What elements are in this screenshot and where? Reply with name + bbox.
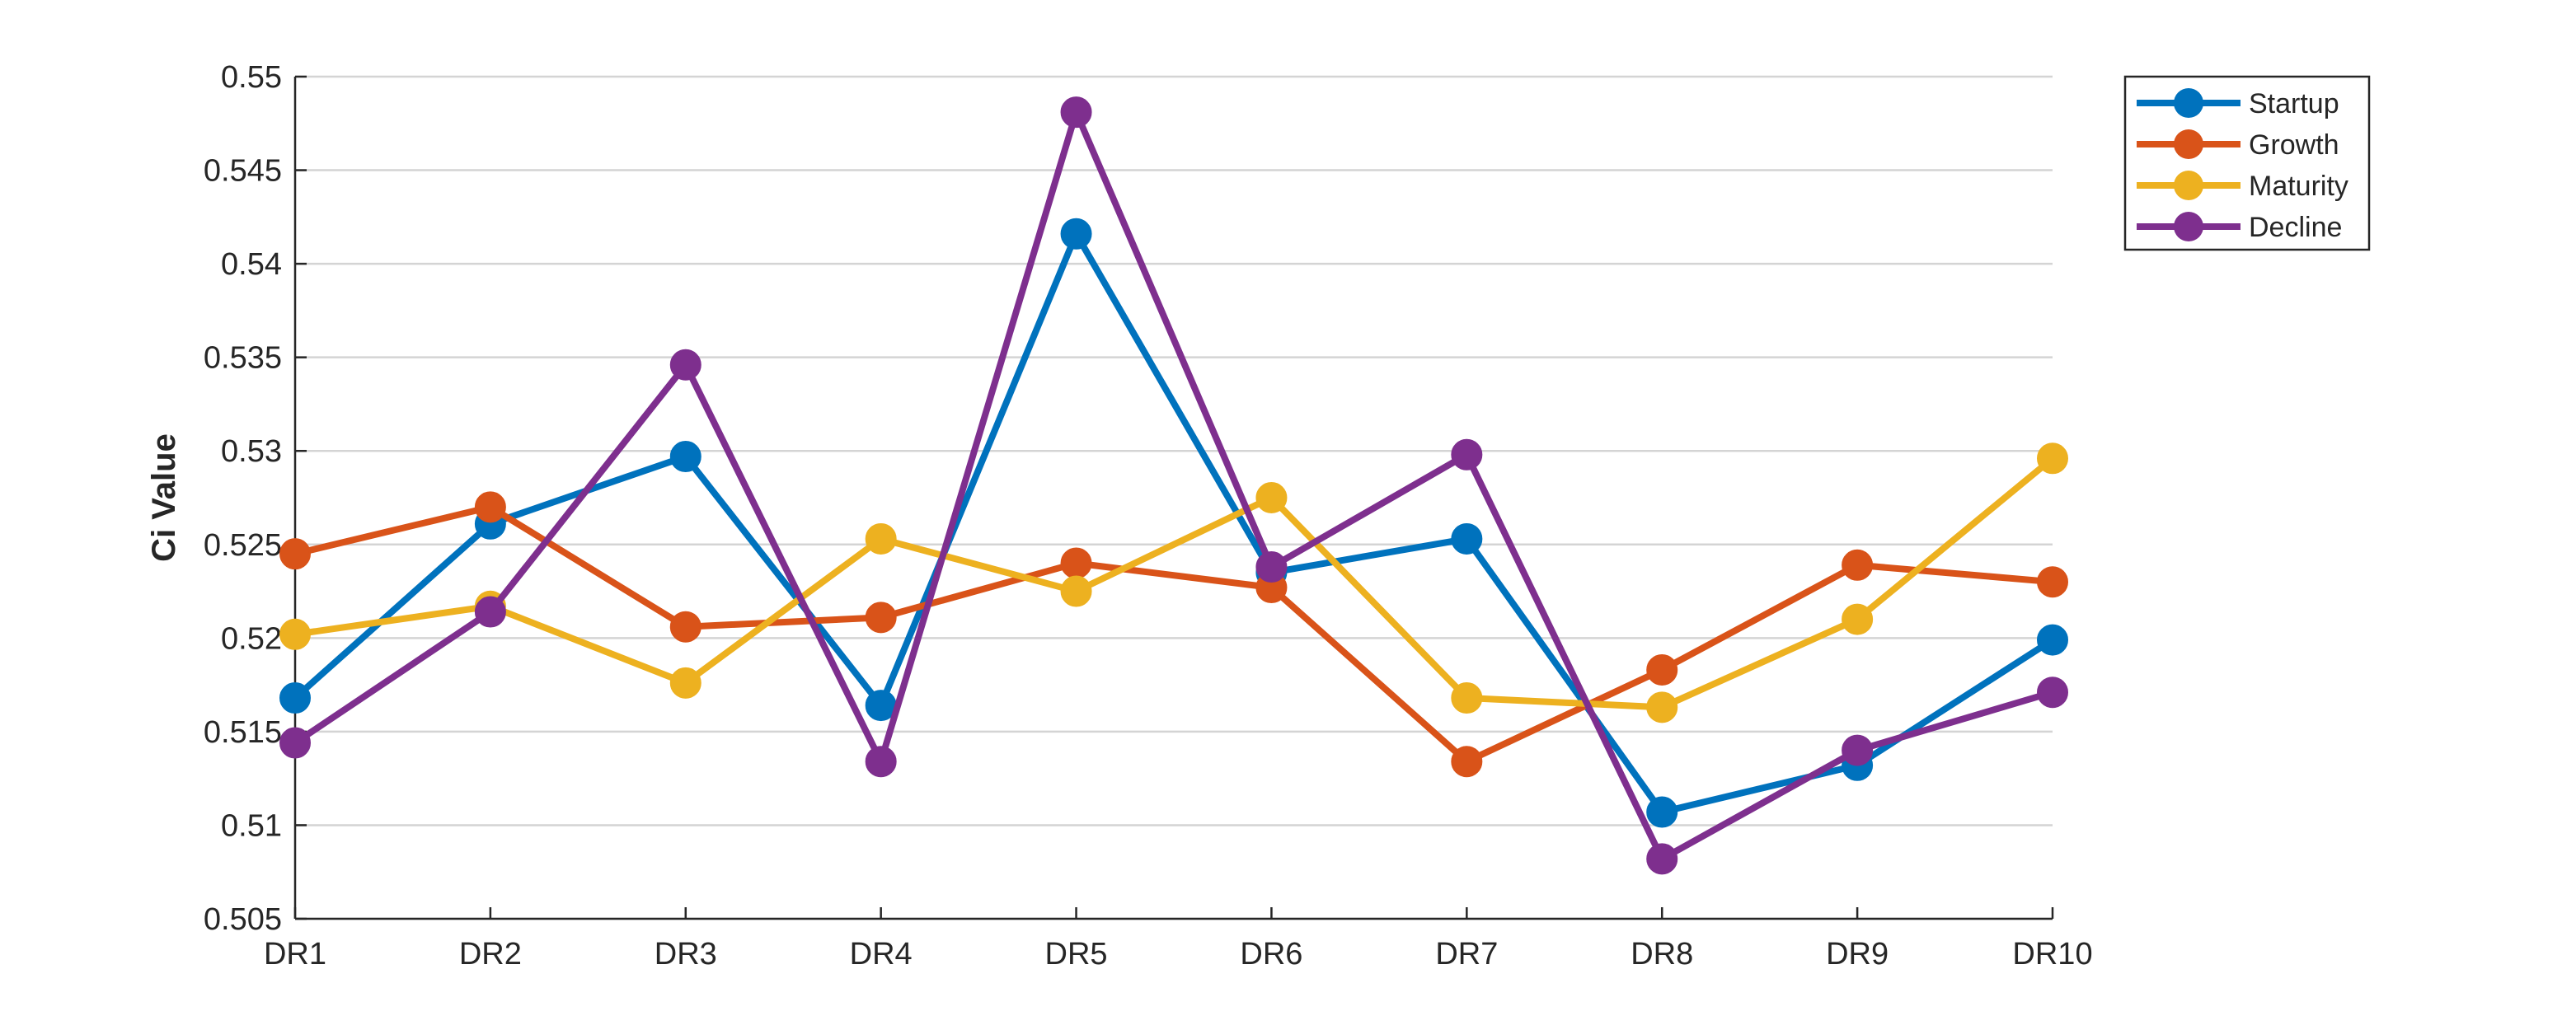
- point-decline-dr7: [1452, 440, 1481, 470]
- point-growth-dr7: [1452, 747, 1481, 776]
- legend-marker-startup: [2174, 88, 2203, 118]
- point-growth-dr3: [671, 612, 701, 642]
- point-decline-dr2: [476, 597, 505, 627]
- point-maturity-dr4: [866, 524, 896, 554]
- point-decline-dr9: [1842, 736, 1872, 765]
- point-maturity-dr9: [1842, 605, 1872, 634]
- legend-label-decline: Decline: [2249, 212, 2342, 243]
- point-decline-dr3: [671, 350, 701, 380]
- x-tick-label-dr2: DR2: [459, 937, 522, 971]
- point-startup-dr5: [1062, 219, 1091, 249]
- y-tick-label-5: 0.53: [221, 434, 282, 469]
- x-tick-label-dr10: DR10: [2012, 937, 2092, 971]
- y-tick-label-8: 0.545: [204, 154, 282, 189]
- point-growth-dr5: [1062, 548, 1091, 578]
- point-maturity-dr7: [1452, 683, 1481, 713]
- point-startup-dr7: [1452, 524, 1481, 554]
- point-growth-dr4: [866, 602, 896, 632]
- point-decline-dr1: [280, 728, 310, 758]
- y-tick-label-7: 0.54: [221, 247, 282, 282]
- x-tick-label-dr5: DR5: [1045, 937, 1108, 971]
- legend-marker-growth: [2174, 129, 2203, 159]
- point-growth-dr2: [476, 492, 505, 522]
- point-maturity-dr8: [1647, 692, 1677, 722]
- point-growth-dr1: [280, 539, 310, 569]
- point-growth-dr9: [1842, 550, 1872, 580]
- point-maturity-dr5: [1062, 577, 1091, 606]
- point-maturity-dr6: [1256, 483, 1286, 513]
- y-tick-label-3: 0.52: [221, 621, 282, 656]
- legend-marker-maturity: [2174, 171, 2203, 200]
- x-tick-label-dr9: DR9: [1826, 937, 1889, 971]
- point-growth-dr10: [2038, 567, 2067, 597]
- x-tick-label-dr4: DR4: [850, 937, 913, 971]
- x-tick-label-dr8: DR8: [1631, 937, 1693, 971]
- y-axis-title: Ci Value: [146, 433, 182, 562]
- y-tick-label-9: 0.55: [221, 60, 282, 95]
- point-startup-dr10: [2038, 625, 2067, 655]
- x-tick-label-dr3: DR3: [655, 937, 717, 971]
- point-startup-dr3: [671, 442, 701, 471]
- legend-label-growth: Growth: [2249, 129, 2339, 161]
- point-startup-dr8: [1647, 798, 1677, 827]
- legend: Startup Growth Maturity Decline: [2125, 77, 2369, 250]
- y-tick-label-4: 0.525: [204, 528, 282, 563]
- legend-label-maturity: Maturity: [2249, 171, 2348, 202]
- point-decline-dr8: [1647, 844, 1677, 873]
- x-tick-label-dr7: DR7: [1435, 937, 1498, 971]
- point-decline-dr5: [1062, 97, 1091, 127]
- point-maturity-dr10: [2038, 443, 2067, 473]
- legend-marker-decline: [2174, 212, 2203, 241]
- x-tick-label-dr6: DR6: [1240, 937, 1302, 971]
- point-maturity-dr3: [671, 668, 701, 698]
- legend-label-startup: Startup: [2249, 88, 2339, 119]
- point-growth-dr8: [1647, 655, 1677, 685]
- point-decline-dr6: [1256, 552, 1286, 582]
- y-tick-label-2: 0.515: [204, 715, 282, 750]
- y-tick-label-1: 0.51: [221, 808, 282, 843]
- point-decline-dr10: [2038, 677, 2067, 707]
- point-decline-dr4: [866, 747, 896, 776]
- y-tick-label-6: 0.535: [204, 341, 282, 376]
- y-tick-label-0: 0.505: [204, 902, 282, 937]
- x-tick-label-dr1: DR1: [264, 937, 326, 971]
- point-maturity-dr1: [280, 620, 310, 649]
- point-startup-dr1: [280, 683, 310, 713]
